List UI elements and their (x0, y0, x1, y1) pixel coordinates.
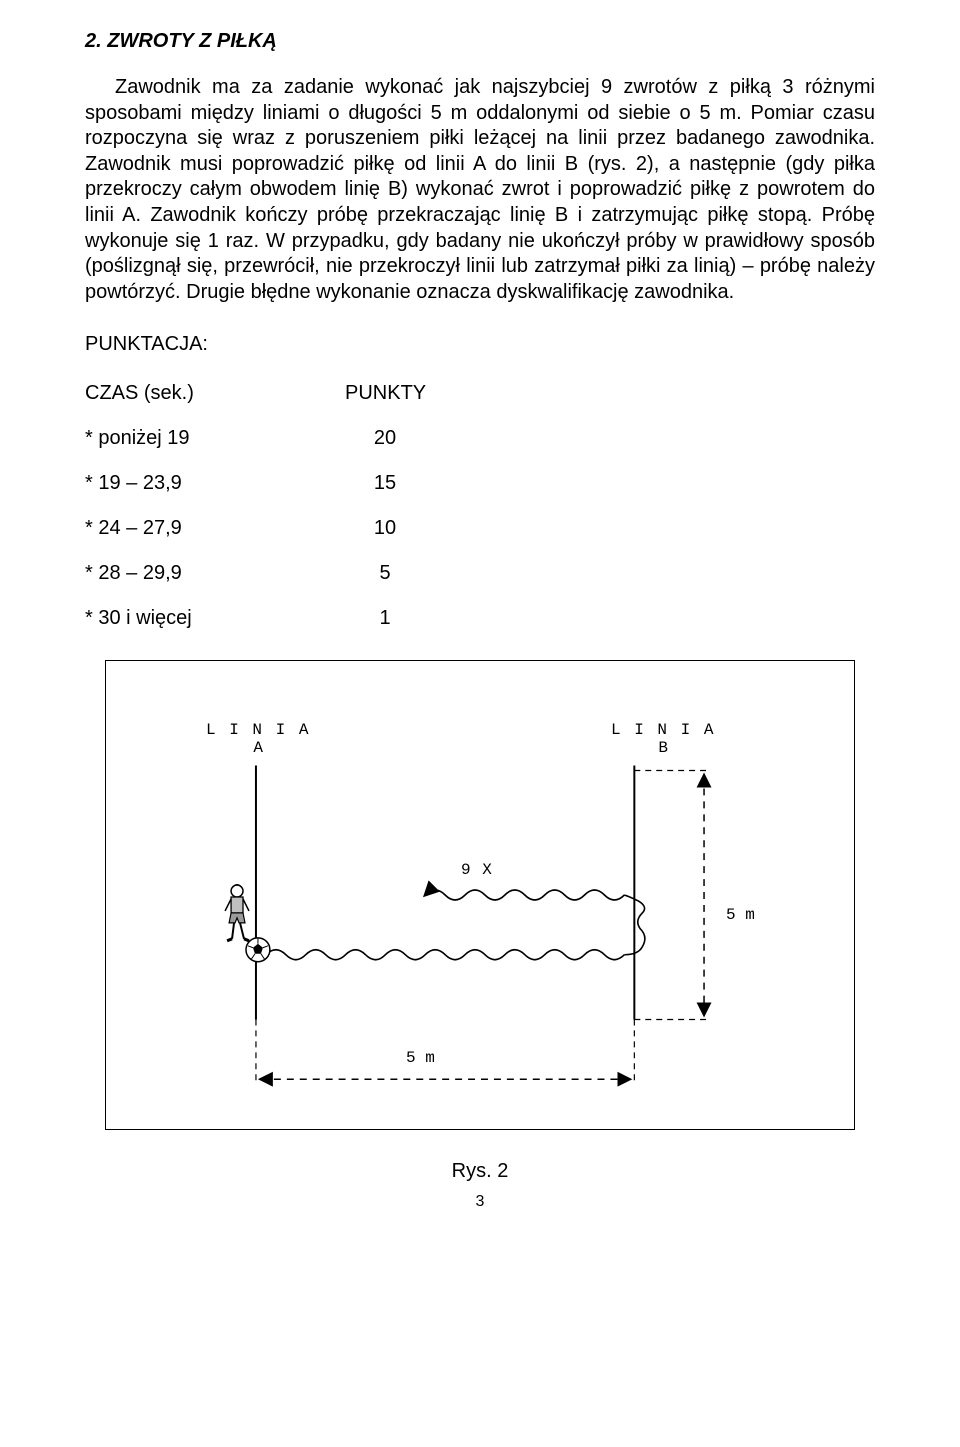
table-row: * 24 – 27,9 10 (85, 517, 875, 540)
section-number: 2. (85, 30, 102, 52)
body-paragraph: Zawodnik ma za zadanie wykonać jak najsz… (85, 75, 875, 305)
cell-points: 20 (345, 427, 425, 450)
table-row: * poniżej 19 20 (85, 427, 875, 450)
cell-points: 5 (345, 562, 425, 585)
cell-points: 15 (345, 472, 425, 495)
exercise-diagram: L I N I A A L I N I A B 9 X 5 m 5 m (105, 660, 855, 1130)
cell-points: 10 (345, 517, 425, 540)
col-header-czas: CZAS (sek.) (85, 382, 345, 405)
cell-points: 1 (345, 607, 425, 630)
col-header-punkty: PUNKTY (345, 382, 425, 405)
dribble-path-out (266, 950, 624, 960)
table-row: * 19 – 23,9 15 (85, 472, 875, 495)
paragraph-text: Zawodnik ma za zadanie wykonać jak najsz… (85, 75, 875, 305)
table-row: * 28 – 29,9 5 (85, 562, 875, 585)
table-row: * 30 i więcej 1 (85, 607, 875, 630)
figure-caption: Rys. 2 (85, 1160, 875, 1183)
player-icon (225, 885, 249, 941)
ball-icon (246, 938, 270, 962)
section-title: 2. ZWROTY Z PIŁKĄ (85, 30, 875, 53)
cell-label: * poniżej 19 (85, 427, 345, 450)
page-number: 3 (85, 1193, 875, 1211)
points-table: CZAS (sek.) PUNKTY * poniżej 19 20 * 19 … (85, 382, 875, 630)
punktacja-heading: PUNKTACJA: (85, 333, 875, 356)
cell-label: * 24 – 27,9 (85, 517, 345, 540)
cell-label: * 19 – 23,9 (85, 472, 345, 495)
table-header-row: CZAS (sek.) PUNKTY (85, 382, 875, 405)
cell-label: * 28 – 29,9 (85, 562, 345, 585)
dribble-path-back (425, 890, 624, 900)
cell-label: * 30 i więcej (85, 607, 345, 630)
diagram-svg (106, 661, 854, 1129)
section-title-text: ZWROTY Z PIŁKĄ (107, 30, 277, 52)
